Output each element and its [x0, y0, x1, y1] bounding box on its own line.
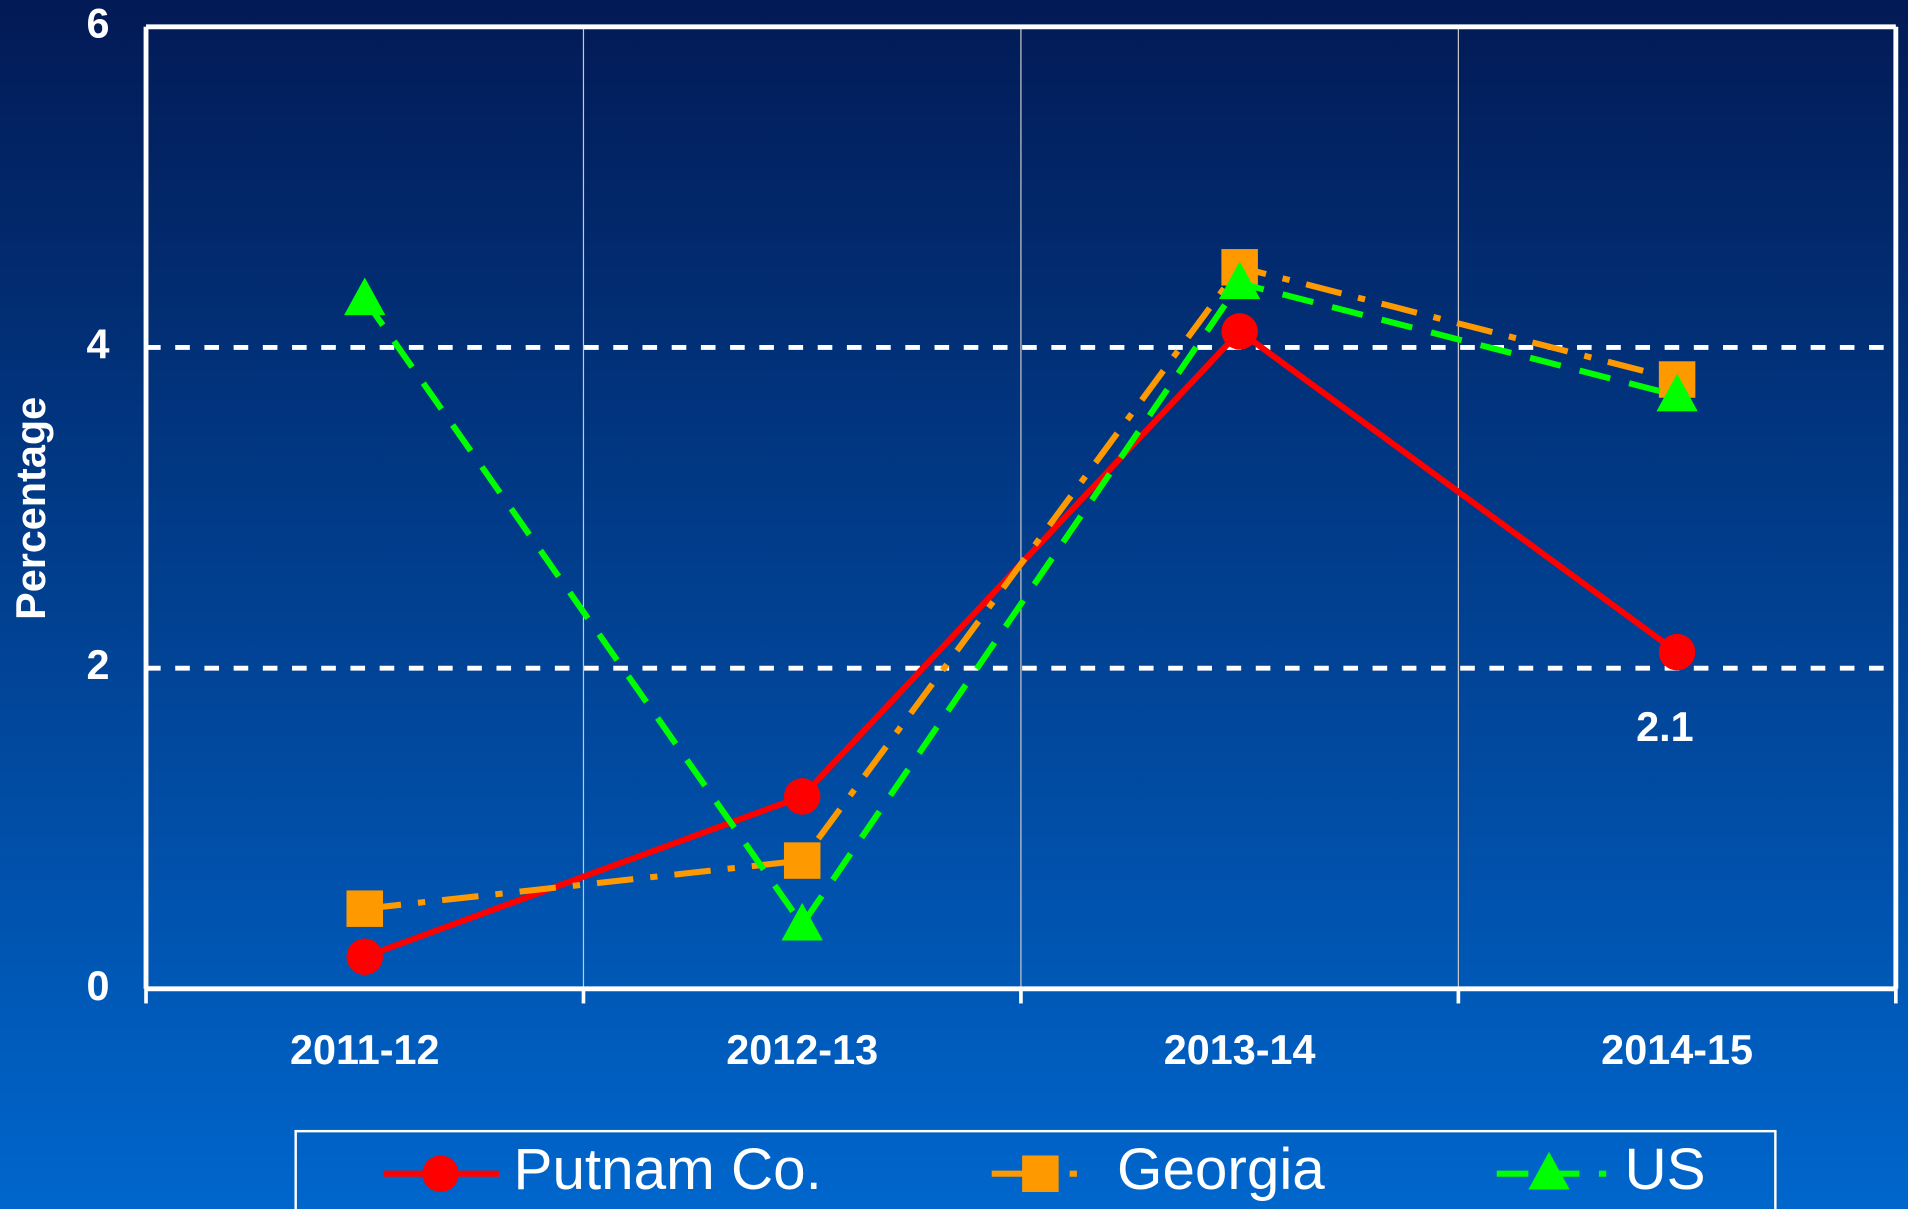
marker [1221, 313, 1258, 350]
marker [783, 842, 821, 879]
marker [1218, 261, 1261, 300]
legend-text: US [1624, 1137, 1705, 1202]
x-tick-label: 2014-15 [1601, 1027, 1753, 1073]
marker [344, 277, 386, 316]
legend-box [294, 1129, 1777, 1209]
x-tick-label: 2011-12 [290, 1027, 440, 1073]
marker [1528, 1151, 1570, 1190]
legend-text: Putnam Co. [514, 1137, 822, 1202]
y-tick-label: 6 [86, 1, 109, 47]
marker [422, 1155, 459, 1192]
y-tick-label: 0 [86, 963, 109, 1009]
legend-text: Georgia [1117, 1137, 1325, 1202]
marker [346, 938, 383, 976]
series-line [362, 279, 1678, 931]
data-label: 2.1 [1636, 704, 1694, 750]
marker [346, 890, 383, 927]
y-axis-label: Percentage [8, 397, 54, 620]
x-tick-label: 2012-13 [726, 1027, 878, 1073]
x-tick-label: 2013-14 [1164, 1027, 1316, 1073]
y-tick-label: 4 [86, 321, 109, 367]
marker [1022, 1155, 1059, 1192]
marker [781, 902, 823, 941]
series-line [364, 263, 1678, 912]
marker [783, 778, 821, 815]
marker [1658, 633, 1696, 671]
y-tick-label: 2 [86, 642, 109, 688]
marker [1656, 373, 1698, 412]
